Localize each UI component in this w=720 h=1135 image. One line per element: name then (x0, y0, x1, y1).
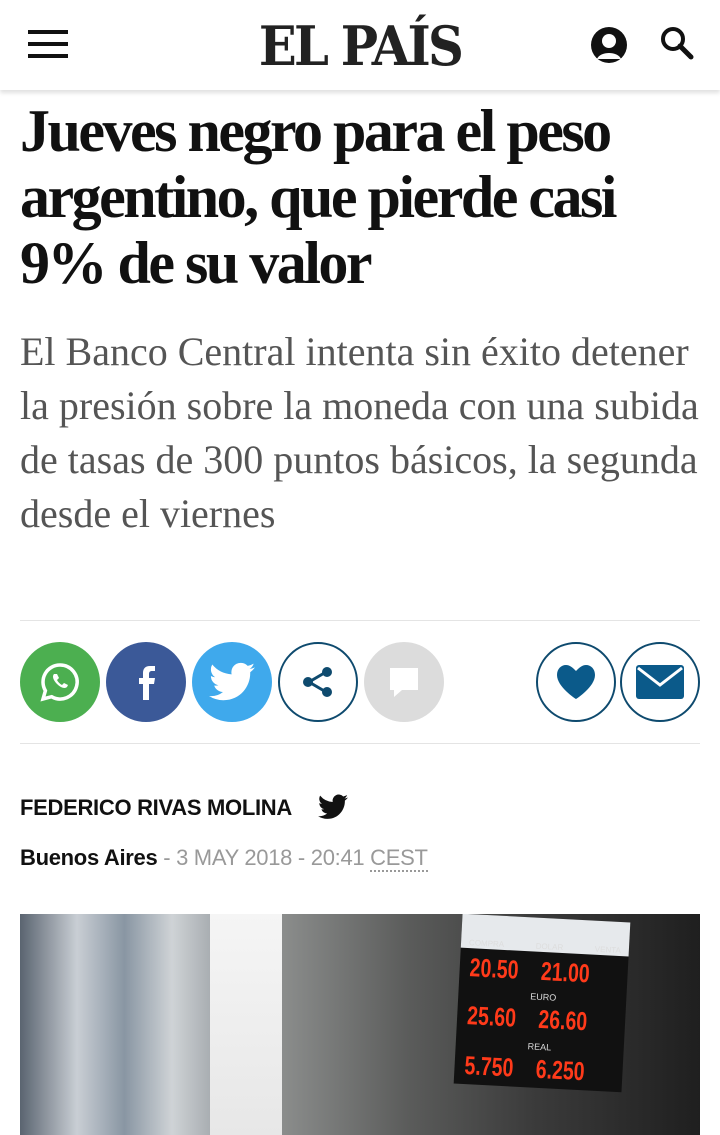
search-icon[interactable] (660, 26, 694, 60)
share-icon (303, 667, 332, 697)
location: Buenos Aires (20, 845, 158, 870)
author-name[interactable]: FEDERICO RIVAS MOLINA (20, 795, 292, 820)
menu-icon[interactable] (28, 30, 68, 60)
email-button[interactable] (620, 642, 700, 722)
article-title: Jueves negro para el peso argentino, que… (20, 98, 617, 296)
share-whatsapp-button[interactable] (20, 642, 100, 722)
exchange-rate-sign: COMPRA DOLAR VENTA 20.50 21.00 EURO 25.60 26… (453, 914, 631, 1093)
mail-icon (636, 665, 684, 699)
favorite-button[interactable] (536, 642, 616, 722)
top-header: EL PAÍS (0, 0, 720, 90)
article-photo[interactable]: COMPRA DOLAR VENTA 20.50 21.00 EURO 25.60 26… (20, 914, 700, 1135)
publish-date: 3 MAY 2018 - 20:41 (176, 845, 365, 870)
share-facebook-button[interactable] (106, 642, 186, 722)
article-subtitle: El Banco Central intenta sin éxito deten… (20, 329, 699, 536)
comment-icon (390, 668, 418, 697)
share-twitter-button[interactable] (192, 642, 272, 722)
user-icon[interactable] (590, 26, 628, 64)
comments-button[interactable] (364, 642, 444, 722)
share-more-button[interactable] (278, 642, 358, 722)
twitter-icon (209, 662, 255, 701)
divider (20, 743, 700, 744)
dateline: Buenos Aires - 3 MAY 2018 - 20:41 CEST (20, 845, 428, 872)
whatsapp-icon (40, 663, 79, 702)
timezone[interactable]: CEST (370, 845, 428, 872)
el-pais-logo[interactable]: EL PAÍS (258, 14, 464, 78)
divider (20, 620, 700, 621)
author-twitter-icon[interactable] (318, 794, 348, 820)
heart-icon (557, 665, 595, 699)
facebook-icon (139, 666, 155, 700)
